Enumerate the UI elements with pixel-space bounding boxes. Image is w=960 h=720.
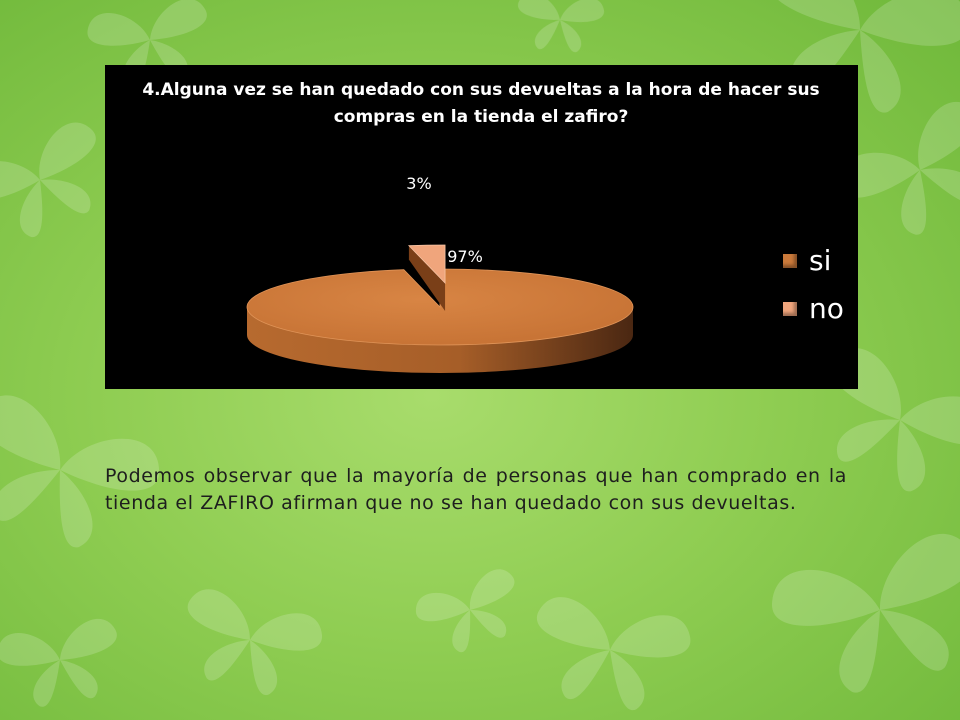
pie-chart: 97% 3% 4.Alguna vez se han quedado con su… — [105, 65, 858, 389]
legend-item-si: si — [783, 237, 853, 285]
data-label-si: 97% — [447, 247, 483, 266]
slice-si-side — [247, 307, 633, 373]
legend-swatch-no — [783, 302, 797, 316]
legend-swatch-si — [783, 254, 797, 268]
slice-no — [407, 244, 446, 284]
legend-label-no: no — [809, 292, 844, 325]
legend-label-si: si — [809, 244, 832, 277]
pie-plot-area: 97% 3% — [246, 174, 634, 373]
caption-text: Podemos observar que la mayoría de perso… — [105, 465, 847, 514]
legend-item-no: no — [783, 285, 853, 333]
slice-si — [246, 268, 634, 346]
chart-title: 4.Alguna vez se han quedado con sus devu… — [142, 80, 820, 127]
slice-no-side — [408, 245, 446, 311]
data-label-no: 3% — [406, 174, 431, 193]
legend: si no — [783, 237, 853, 333]
